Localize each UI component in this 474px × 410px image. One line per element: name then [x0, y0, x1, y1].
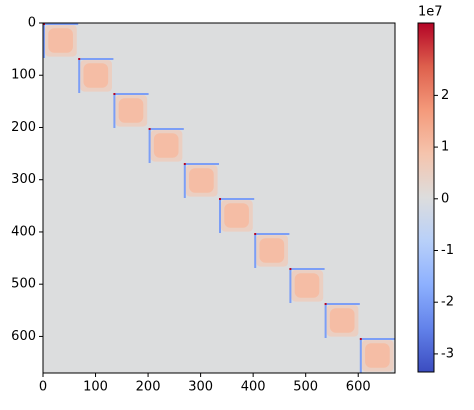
block-top-edge — [115, 93, 149, 95]
x-tick-label: 0 — [39, 380, 47, 395]
block-corner — [113, 93, 116, 95]
block-top-edge — [256, 233, 290, 235]
block-top-edge — [185, 163, 219, 165]
block-left-edge — [183, 165, 186, 198]
block-top-edge — [291, 268, 325, 270]
block-core — [365, 343, 390, 368]
block-corner — [359, 338, 362, 340]
colorbar-tick-label: -3 — [441, 346, 454, 361]
block-left-edge — [219, 200, 221, 233]
block-core — [189, 168, 214, 193]
block-left-edge — [254, 235, 257, 268]
plot-frame — [42, 22, 396, 374]
x-tick-label: 200 — [136, 380, 161, 395]
block-core — [48, 28, 73, 53]
y-tick-label: 100 — [11, 68, 36, 83]
block-left-edge — [43, 25, 45, 58]
block-core — [224, 203, 249, 228]
block-core — [259, 238, 285, 263]
y-tick-label: 500 — [11, 277, 36, 292]
colorbar-tick-label: 0 — [441, 191, 449, 206]
block-core — [294, 273, 320, 298]
block-corner — [183, 163, 186, 165]
colorbar-tick-label: -2 — [441, 295, 454, 310]
x-tick-label: 300 — [188, 380, 213, 395]
block-corner — [148, 128, 151, 130]
y-tick-label: 600 — [11, 329, 36, 344]
block-core — [83, 63, 109, 88]
block-corner — [289, 268, 292, 270]
block-top-edge — [45, 23, 79, 25]
colorbar-tick-label: 2 — [441, 88, 449, 103]
x-tick-label: 100 — [83, 380, 108, 395]
block-top-edge — [361, 338, 395, 340]
x-tick-label: 600 — [346, 380, 371, 395]
block-left-edge — [113, 95, 116, 128]
block-corner — [78, 58, 81, 60]
y-tick-label: 300 — [11, 172, 36, 187]
y-tick-label: 400 — [11, 224, 36, 239]
block-left-edge — [78, 60, 81, 93]
block-left-edge — [289, 270, 292, 303]
block-corner — [219, 198, 221, 200]
y-tick-label: 200 — [11, 120, 36, 135]
block-left-edge — [359, 340, 362, 373]
colorbar — [417, 22, 435, 373]
colorbar-tick-label: 1 — [441, 140, 449, 155]
block-left-edge — [148, 130, 151, 163]
block-core — [329, 308, 355, 333]
y-tick-label: 0 — [28, 16, 36, 31]
block-core — [153, 133, 179, 158]
block-top-edge — [326, 303, 360, 305]
block-top-edge — [150, 128, 184, 130]
block-top-edge — [80, 58, 114, 60]
colorbar-tick-label: -1 — [441, 243, 454, 258]
block-core — [118, 98, 144, 123]
block-left-edge — [324, 305, 327, 338]
x-tick-label: 500 — [293, 380, 318, 395]
x-tick-label: 400 — [241, 380, 266, 395]
colorbar-offset: 1e7 — [418, 5, 443, 20]
block-corner — [254, 233, 257, 235]
block-top-edge — [221, 198, 255, 200]
block-corner — [324, 303, 327, 305]
block-corner — [43, 23, 45, 25]
